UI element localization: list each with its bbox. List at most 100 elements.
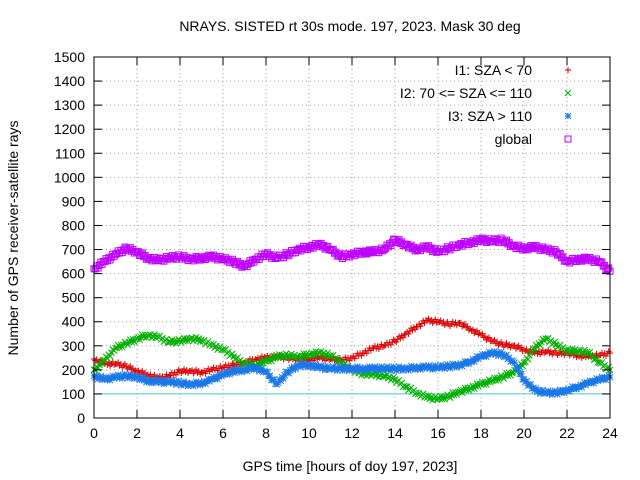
data-point-i2: [144, 331, 152, 339]
trail-marker-i2: [100, 357, 107, 364]
data-point-i2: [198, 336, 205, 344]
data-point-i2: [520, 359, 528, 367]
data-point-i2: [423, 394, 431, 401]
data-point-global: [499, 236, 506, 244]
trail-marker-i2: [593, 354, 600, 362]
data-point-global: [370, 248, 377, 256]
trail-marker-i1: [111, 361, 118, 368]
data-point-i3: [122, 372, 130, 380]
data-point-global: [144, 254, 152, 262]
trail-marker-i1: [452, 319, 459, 326]
data-point-i1: [392, 337, 398, 344]
data-point-i3: [327, 365, 334, 373]
data-point-i2: [176, 337, 184, 345]
data-point-i1: [177, 368, 183, 375]
data-point-global: [402, 241, 410, 249]
data-point-i2: [499, 373, 506, 381]
data-point-global: [176, 253, 184, 261]
data-point-i3: [219, 371, 227, 379]
data-point-i3: [477, 353, 485, 360]
trail-marker-i1: [428, 316, 435, 323]
data-point-global: [434, 248, 442, 256]
data-point-global: [219, 255, 227, 263]
data-point-i1: [499, 341, 506, 348]
data-point-i2: [241, 360, 248, 368]
data-point-global: [531, 243, 539, 251]
trail-marker-i1: [421, 320, 428, 327]
data-point-i1: [370, 345, 377, 352]
data-point-i3: [585, 379, 592, 387]
trail-marker-i1: [541, 349, 548, 356]
data-point-global: [284, 250, 291, 258]
legend-marker-i3: [564, 112, 572, 120]
trail-marker-i1: [506, 341, 513, 348]
data-point-global: [101, 258, 109, 266]
x-tick-label: 14: [387, 425, 403, 441]
data-point-global: [348, 250, 356, 258]
y-tick-label: 100: [62, 386, 86, 402]
legend-label-i2: I2: 70 <= SZA <= 110: [400, 85, 532, 101]
data-point-global: [165, 254, 173, 262]
data-point-i3: [563, 386, 571, 394]
trail-marker-i1: [486, 334, 493, 341]
trail-marker-i1: [482, 333, 489, 340]
legend-label-i3: I3: SZA > 110: [448, 108, 532, 124]
grid: [94, 57, 610, 418]
trail-marker-i1: [261, 353, 268, 360]
y-tick-label: 1500: [54, 49, 85, 65]
trail-marker-i1: [397, 335, 404, 342]
data-point-i3: [241, 366, 248, 374]
data-point-i3: [542, 389, 549, 397]
data-point-i2: [380, 372, 388, 380]
y-tick-label: 800: [62, 217, 86, 233]
trail-marker-i1: [174, 369, 181, 376]
data-point-global: [563, 258, 571, 266]
y-tick-label: 400: [62, 314, 86, 330]
legend: I1: SZA < 70 I2: 70 <= SZA <= 110 I3: SZA …: [400, 62, 572, 147]
y-tick-label: 0: [77, 410, 85, 426]
data-point-i3: [499, 350, 506, 358]
trail-marker-i2: [164, 339, 172, 346]
trail-marker-i1: [163, 371, 170, 378]
x-tick-label: 18: [473, 425, 489, 441]
data-point-global: [133, 248, 141, 256]
data-point-i2: [585, 349, 592, 357]
data-point-i2: [402, 383, 410, 391]
trail-marker-i1: [465, 327, 472, 334]
data-point-i3: [165, 378, 173, 386]
data-point-global: [574, 255, 582, 263]
data-point-i1: [510, 342, 517, 349]
data-point-i2: [563, 347, 571, 354]
x-tick-label: 16: [430, 425, 446, 441]
data-point-i3: [155, 378, 162, 386]
data-point-global: [595, 258, 603, 266]
data-point-i3: [488, 349, 496, 357]
data-point-i1: [349, 354, 355, 361]
x-tick-label: 0: [90, 425, 98, 441]
data-point-i2: [370, 371, 377, 379]
data-point-i2: [552, 341, 560, 348]
trail-marker-i1: [387, 341, 394, 348]
trail-marker-i1: [183, 367, 190, 374]
data-point-global: [380, 246, 388, 254]
trail-marker-i3: [527, 380, 535, 388]
data-point-global: [112, 250, 119, 258]
data-point-i2: [488, 377, 496, 385]
data-point-i2: [112, 344, 119, 352]
trail-marker-i1: [469, 326, 476, 333]
data-point-i2: [273, 353, 281, 360]
data-point-global: [187, 255, 195, 263]
y-axis-title: Number of GPS receiver-satellite rays: [5, 121, 21, 356]
trail-marker-i1: [418, 320, 425, 327]
data-point-global: [337, 253, 345, 261]
y-tick-label: 700: [62, 242, 86, 258]
trail-marker-i1: [473, 327, 480, 334]
data-point-i2: [230, 353, 238, 360]
trail-marker-i1: [401, 331, 408, 338]
data-point-i3: [359, 365, 367, 373]
data-point-i1: [467, 325, 474, 332]
data-point-i1: [209, 366, 216, 373]
y-tick-label: 200: [62, 362, 86, 378]
data-point-i3: [520, 376, 528, 383]
data-point-global: [198, 254, 205, 262]
